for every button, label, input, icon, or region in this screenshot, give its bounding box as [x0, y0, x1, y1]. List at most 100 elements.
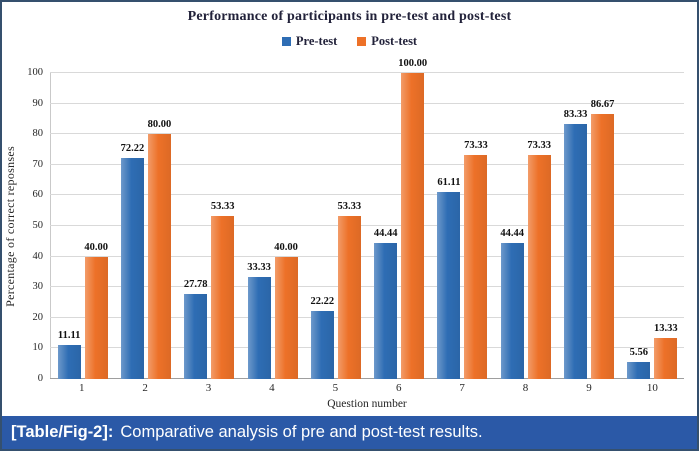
bar-pre-test-q9: 83.33 [564, 109, 587, 379]
legend-item-pre-test: Pre-test [281, 34, 338, 49]
bar-post-test-q6: 100.00 [398, 58, 427, 379]
bar-value-label: 100.00 [398, 58, 428, 69]
gridline-70 [50, 163, 684, 165]
bar-value-label: 73.33 [527, 139, 552, 151]
caption-bar: [Table/Fig-2]: Comparative analysis of p… [2, 416, 697, 449]
bar-post-test-q1: 40.00 [84, 242, 108, 379]
x-axis-ticks: 1 2 3 4 5 6 7 8 9 10 [50, 382, 684, 394]
gridline-0 [50, 378, 684, 379]
bar-group-q2: 72.22 80.00 [114, 73, 177, 379]
gridline-30 [50, 286, 684, 288]
bar-value-label: 44.44 [373, 228, 398, 240]
bar-pre-test-q4: 33.33 [247, 262, 271, 379]
bar-group-q10: 5.56 13.33 [621, 73, 684, 379]
caption-tag: [Table/Fig-2]: [11, 423, 114, 441]
y-tick-label-0: 0 [37, 373, 43, 384]
bar-pre-test-q1: 11.11 [57, 330, 81, 379]
post-test-swatch-icon [357, 37, 367, 46]
legend-item-post-test: Post-test [357, 34, 417, 49]
bar-group-q4: 33.33 40.00 [241, 73, 304, 379]
bar-post-test-q9: 86.67 [591, 99, 614, 379]
plot-area: Percentage of correct reposnses 0 10 20 30 4… [3, 58, 684, 384]
legend-label-post-test: Post-test [371, 34, 418, 48]
x-tick-label-5: 5 [332, 382, 339, 394]
chart-area: Performance of participants in pre-test … [2, 2, 697, 416]
bar-value-label: 22.22 [310, 296, 335, 308]
bar-pre-test-q5: 22.22 [311, 296, 334, 379]
gridline-20 [50, 316, 684, 318]
bar-pre-test-q3: 27.78 [184, 279, 208, 379]
y-axis-line [50, 73, 51, 379]
bar-post-test-q10: 13.33 [654, 323, 678, 379]
bar-value-label: 72.22 [120, 143, 145, 155]
bar-pre-test-q6: 44.44 [374, 228, 397, 379]
bar-value-label: 40.00 [84, 241, 108, 253]
bar-value-label: 61.11 [437, 177, 461, 189]
y-tick-label-50: 50 [32, 220, 44, 231]
bar-post-test-q8: 73.33 [527, 140, 551, 379]
bar-post-test-q3: 53.33 [211, 201, 235, 379]
bar-post-test-q7: 73.33 [464, 140, 488, 379]
bar-value-label: 5.56 [629, 347, 648, 358]
bar-group-q1: 11.11 40.00 [51, 73, 114, 379]
bar-value-label: 86.67 [590, 98, 615, 110]
y-tick-label-60: 60 [32, 189, 44, 201]
legend-label-pre-test: Pre-test [295, 34, 338, 48]
bar-value-label: 13.33 [654, 323, 678, 335]
bar-value-label: 83.33 [563, 109, 588, 121]
legend: Pre-test Post-test [2, 34, 697, 49]
caption-text: Comparative analysis of pre and post-tes… [120, 423, 483, 441]
gridline-90 [50, 102, 684, 104]
pre-test-swatch-icon [281, 37, 291, 46]
chart-title: Performance of participants in pre-test … [187, 9, 512, 24]
bar-pre-test-q7: 61.11 [437, 177, 460, 379]
y-tick-label-100: 100 [27, 67, 43, 78]
bar-post-test-q2: 80.00 [148, 119, 171, 379]
x-tick-label-1: 1 [78, 382, 85, 394]
x-tick-label-9: 9 [586, 382, 592, 394]
bar-group-q3: 27.78 53.33 [178, 73, 241, 379]
bar-post-test-q5: 53.33 [338, 201, 361, 379]
gridline-40 [50, 255, 684, 257]
bar-value-label: 27.78 [183, 279, 208, 290]
bar-value-label: 44.44 [500, 228, 525, 240]
bar-value-label: 73.33 [464, 139, 488, 151]
bar-pre-test-q2: 72.22 [121, 143, 144, 379]
y-tick-label-20: 20 [32, 311, 44, 323]
bar-value-label: 11.11 [57, 330, 81, 342]
bar-pre-test-q10: 5.56 [627, 347, 651, 379]
bar-value-label: 33.33 [247, 262, 271, 274]
y-tick-label-90: 90 [32, 97, 44, 109]
bar-value-label: 53.33 [210, 200, 235, 212]
y-tick-label-30: 30 [32, 281, 44, 293]
y-tick-label-80: 80 [32, 128, 44, 140]
gridline-50 [50, 225, 684, 226]
bar-group-q7: 61.11 73.33 [431, 73, 494, 379]
x-tick-label-4: 4 [269, 382, 275, 394]
bar-group-q5: 22.22 53.33 [304, 73, 367, 379]
gridline-80 [50, 133, 684, 135]
x-tick-label-3: 3 [205, 382, 212, 394]
bar-value-label: 80.00 [147, 119, 172, 131]
x-tick-label-7: 7 [459, 382, 465, 394]
y-tick-label-40: 40 [32, 250, 44, 262]
x-tick-label-2: 2 [142, 382, 148, 394]
x-axis-title: Question number [327, 398, 407, 410]
bar-group-q9: 83.33 86.67 [557, 73, 620, 379]
y-tick-label-10: 10 [32, 342, 44, 354]
x-tick-label-10: 10 [646, 382, 658, 394]
bar-value-label: 53.33 [337, 200, 362, 212]
gridline-60 [50, 194, 684, 196]
bar-value-label: 40.00 [274, 241, 298, 253]
gridline-10 [50, 347, 684, 349]
x-tick-label-8: 8 [522, 382, 529, 394]
y-tick-label-70: 70 [32, 158, 44, 170]
bar-groups: 11.11 40.00 72.22 80.00 27.78 53.33 33.33 40.00… [51, 58, 684, 379]
bar-group-q6: 44.44 100.00 [367, 58, 430, 379]
bar-pre-test-q8: 44.44 [500, 228, 524, 379]
x-tick-label-6: 6 [395, 382, 402, 394]
bar-group-q8: 44.44 73.33 [494, 73, 557, 379]
gridline-100 [50, 72, 684, 73]
bar-post-test-q4: 40.00 [274, 242, 298, 379]
